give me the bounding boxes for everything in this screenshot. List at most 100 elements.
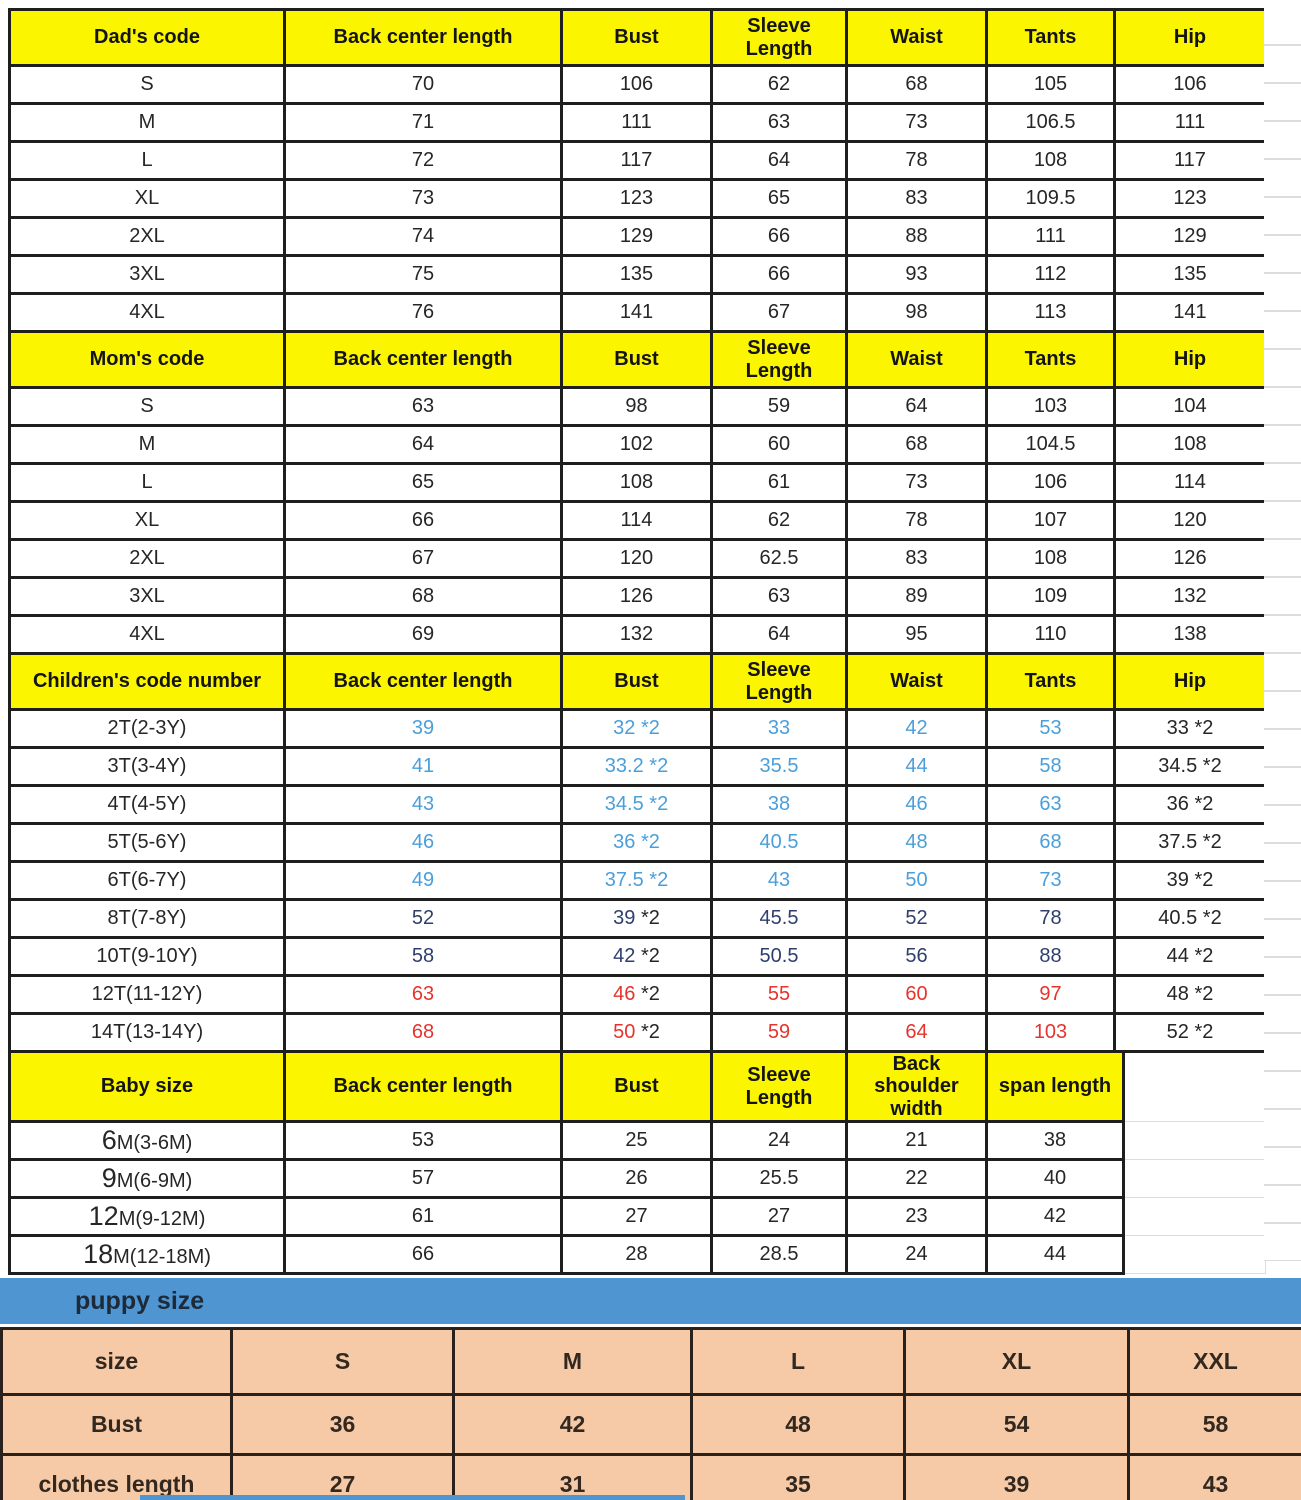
measurement-cell: 42 *2 [560,936,713,977]
measurement-value: 46 [613,983,636,1005]
measurement-value: 24 [905,1243,928,1266]
measurement-value: 132 [1173,585,1207,607]
measurement-value: 37.5 [1158,831,1198,853]
empty-cell [1123,1121,1266,1161]
measurement-cell: 123 [1113,178,1267,219]
measurement-cell: 58 [985,746,1116,787]
size-row-label: S [8,64,286,105]
measurement-value: 74 [411,225,435,247]
measurement-value: 106 [619,73,654,95]
section-header-row: Mom's code Back center length Bust Sleeve L… [8,330,1267,389]
measurement-value: 56 [905,945,928,967]
puppy-measurement-cell: 54 [903,1393,1130,1457]
measurement-cell: 62.5 [710,538,848,579]
measurement-cell: 126 [560,576,713,617]
measurement-cell: 109.5 [985,178,1116,219]
puppy-measurement-cell: 35 [690,1453,906,1500]
measurement-cell: 135 [1113,254,1267,295]
measurement-value: 33 [1166,717,1189,739]
table-row: 12T(11-12Y) 63 46 *2 55 60 97 48 *2 [8,974,1267,1015]
measurement-value: 68 [905,73,928,95]
size-row-label: M [8,102,286,143]
measurement-cell: 53 [985,708,1116,749]
measurement-cell: 78 [845,140,988,181]
multiplier-suffix: *2 [1202,907,1222,929]
measurement-cell: 107 [985,500,1116,541]
measurement-value: 45.5 [759,907,799,929]
measurement-cell: 74 [283,216,563,257]
column-header: Sleeve Length [710,652,848,711]
measurement-cell: 41 [283,746,563,787]
column-header: Back shoulder width [845,1049,988,1124]
section-header-row: Children's code number Back center length… [8,652,1267,711]
measurement-cell: 73 [985,860,1116,901]
measurement-value: 48 [905,831,928,853]
measurement-value: 117 [620,149,653,171]
column-header: Hip [1113,330,1267,389]
table-row: M 64 102 60 68 104.5 108 [8,424,1267,465]
measurement-cell: 34.5 *2 [1113,746,1267,787]
measurement-cell: 39 [283,708,563,749]
measurement-cell: 106 [985,462,1116,503]
measurement-cell: 135 [560,254,713,295]
measurement-value: 78 [905,509,928,531]
measurement-cell: 60 [845,974,988,1015]
measurement-cell: 28.5 [710,1234,848,1276]
puppy-size-label: size [0,1327,233,1397]
measurement-value: 38 [767,793,791,815]
measurement-cell: 111 [560,102,713,143]
measurement-cell: 138 [1113,614,1267,655]
column-header: Back center length [283,1049,563,1124]
measurement-cell: 104 [1113,386,1267,427]
measurement-cell: 62 [710,64,848,105]
table-row: 2T(2-3Y) 39 32 *2 33 42 53 33 *2 [8,708,1267,749]
measurement-cell: 27 [560,1196,713,1238]
size-row-label: XL [8,500,286,541]
measurement-cell: 46 [283,822,563,863]
size-row-label: XL [8,178,286,219]
measurement-value: 114 [1174,471,1206,493]
column-header: Waist [845,330,988,389]
measurement-cell: 39 *2 [1113,860,1267,901]
table-row: 5T(5-6Y) 46 36 *2 40.5 48 68 37.5 *2 [8,822,1267,863]
measurement-cell: 78 [845,500,988,541]
measurement-cell: 67 [710,292,848,333]
measurement-value: 53 [1039,717,1062,739]
table-row: 10T(9-10Y) 58 42 *2 50.5 56 88 44 *2 [8,936,1267,977]
table-row: 9M(6-9M) 57 26 25.5 22 40 [8,1158,1266,1200]
measurement-cell: 68 [845,64,988,105]
puppy-header-row: size S M L XL XXL [0,1327,1301,1397]
measurement-value: 108 [619,471,654,493]
measurement-value: 64 [411,433,435,455]
measurement-value: 102 [619,433,654,455]
multiplier-suffix: *2 [1194,717,1214,739]
measurement-value: 23 [905,1205,928,1228]
measurement-value: 68 [411,585,435,607]
measurement-value: 27 [767,1205,791,1228]
column-header: Bust [560,330,713,389]
measurement-value: 71 [411,111,435,133]
measurement-cell: 25.5 [710,1158,848,1200]
puppy-data-row: clothes length 27 31 35 39 43 [0,1453,1301,1500]
measurement-cell: 109 [985,576,1116,617]
puppy-column-header: XL [903,1327,1130,1397]
column-header: Sleeve Length [710,8,848,67]
measurement-cell: 38 [985,1120,1125,1162]
measurement-value: 68 [411,1021,435,1043]
measurement-value: 52 [1166,1021,1189,1043]
measurement-cell: 73 [845,102,988,143]
column-header: Children's code number [8,652,286,711]
measurement-cell: 21 [845,1120,988,1162]
size-row-label: 6T(6-7Y) [8,860,286,901]
measurement-value: 126 [619,585,654,607]
puppy-measurement-cell: 42 [452,1393,693,1457]
section-header-row: Dad's code Back center length Bust Sleeve L… [8,8,1267,67]
measurement-cell: 108 [985,538,1116,579]
measurement-value: 67 [411,547,435,569]
measurement-cell: 59 [710,386,848,427]
measurement-cell: 66 [283,1234,563,1276]
size-row-label: 5T(5-6Y) [8,822,286,863]
measurement-cell: 64 [845,386,988,427]
measurement-cell: 64 [283,424,563,465]
